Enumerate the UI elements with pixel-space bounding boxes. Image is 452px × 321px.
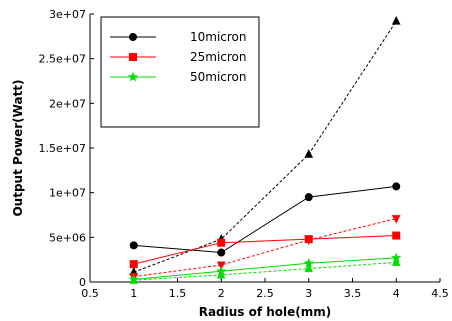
data-point: [391, 215, 401, 224]
legend-box: [100, 16, 260, 128]
x-tick-label: 0.5: [81, 287, 99, 300]
data-point: [217, 248, 226, 257]
legend-entry: 10micron: [110, 30, 247, 44]
series-line: [133, 185, 397, 254]
data-point: [391, 16, 401, 25]
data-point: [129, 275, 139, 284]
series-5: [129, 257, 401, 284]
y-tick-label: 1.5e+07: [39, 142, 86, 155]
series-layer: [128, 16, 402, 284]
y-tick-label: 0: [79, 276, 86, 289]
x-tick-label: 3: [305, 287, 312, 300]
legend-marker: [129, 53, 137, 61]
data-point: [216, 269, 226, 279]
y-tick-label: 3e+07: [49, 8, 86, 21]
legend-label: 25micron: [190, 50, 247, 64]
x-tick-label: 2: [218, 287, 225, 300]
data-point: [304, 193, 313, 202]
data-point: [129, 260, 138, 269]
x-tick-label: 3.5: [344, 287, 362, 300]
data-point: [392, 182, 401, 191]
legend: 10micron 25micron 50micron: [100, 16, 260, 128]
data-point: [391, 257, 401, 266]
data-point: [304, 236, 314, 246]
legend-label: 10micron: [190, 30, 247, 44]
series-line: [133, 235, 397, 265]
legend-entry: 50micron: [110, 70, 247, 84]
data-point: [216, 261, 226, 271]
series-2: [129, 231, 401, 269]
x-tick-label: 1.5: [169, 287, 187, 300]
series-0: [129, 182, 401, 257]
x-axis-label: Radius of hole(mm): [199, 305, 332, 319]
x-tick-label: 4.5: [431, 287, 449, 300]
y-ticks: 0 5e+06 1e+07 1.5e+07 2e+07 2.5e+07 3e+07: [39, 8, 94, 289]
x-tick-label: 1: [130, 287, 137, 300]
y-tick-label: 2e+07: [49, 97, 86, 110]
legend-label: 50micron: [190, 70, 247, 84]
data-point: [304, 149, 314, 158]
data-point: [392, 231, 401, 240]
y-axis-label: Output Power(Watt): [11, 79, 25, 216]
data-point: [304, 263, 314, 273]
series-line: [133, 20, 397, 273]
series-line: [133, 218, 397, 278]
y-tick-label: 5e+06: [49, 231, 86, 244]
series-3: [129, 215, 401, 282]
series-line: [133, 261, 397, 281]
data-point: [129, 241, 138, 250]
series-line: [133, 257, 397, 280]
y-tick-label: 2.5e+07: [39, 53, 86, 66]
x-ticks: 0.5 1 1.5 2 2.5 3 3.5 4 4.5: [81, 278, 449, 300]
legend-marker: [127, 71, 139, 82]
data-point: [217, 238, 226, 247]
legend-marker: [129, 33, 137, 41]
y-tick-label: 1e+07: [49, 187, 86, 200]
legend-entry: 25micron: [110, 50, 247, 64]
x-tick-label: 4: [393, 287, 400, 300]
x-tick-label: 2.5: [256, 287, 274, 300]
